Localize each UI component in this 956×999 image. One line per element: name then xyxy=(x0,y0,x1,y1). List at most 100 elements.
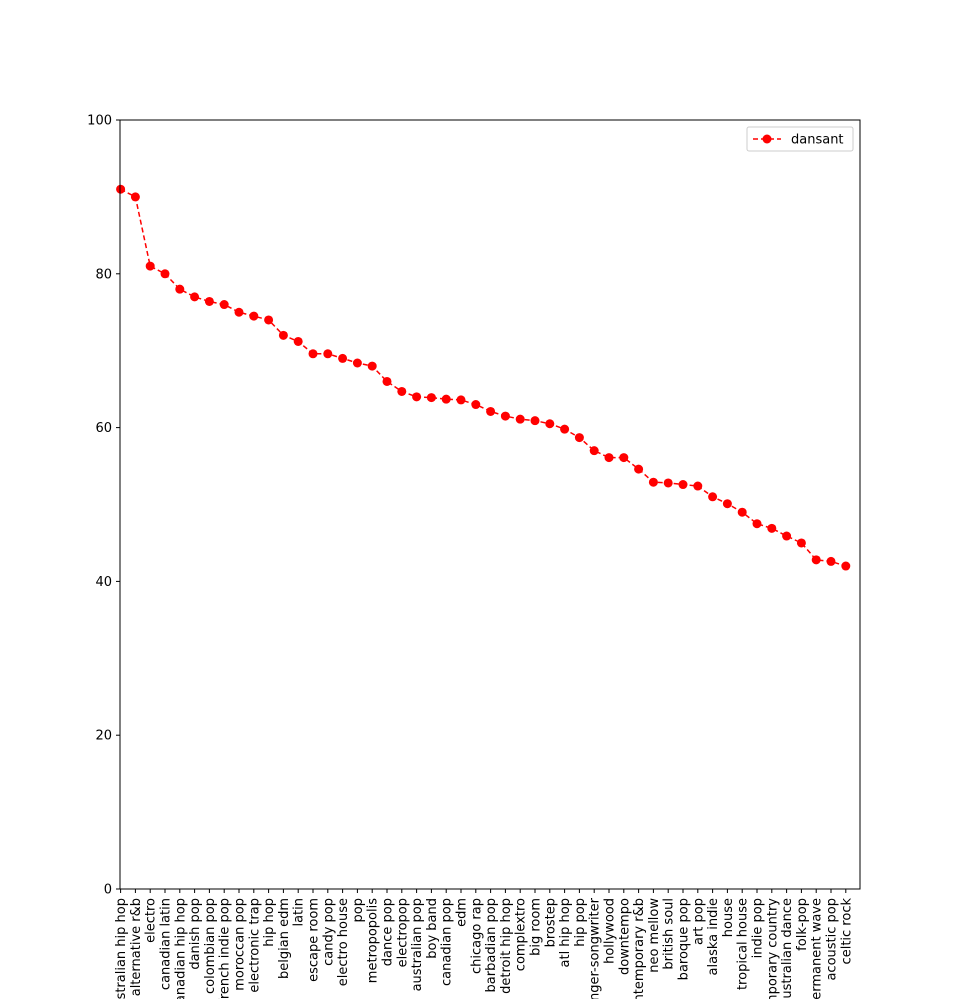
x-tick-label: hip hop xyxy=(262,898,277,947)
x-tick-label: canadian latin xyxy=(159,898,174,990)
data-point xyxy=(219,300,229,310)
x-tick-label: house xyxy=(721,898,736,937)
x-tick-label: canadian pop xyxy=(440,898,455,986)
data-point xyxy=(796,538,806,548)
data-point xyxy=(722,499,732,509)
x-tick-label: tropical house xyxy=(736,898,751,990)
data-point xyxy=(515,414,525,424)
data-point xyxy=(190,292,200,302)
data-point xyxy=(308,349,318,359)
data-point xyxy=(752,519,762,529)
data-point xyxy=(264,315,274,325)
x-tick-label: french indie pop xyxy=(218,898,233,999)
data-point xyxy=(249,311,259,321)
x-tick-label: chicago rap xyxy=(469,898,484,974)
data-point xyxy=(204,296,214,306)
y-tick-label: 20 xyxy=(95,729,112,744)
x-tick-label: electro house xyxy=(336,898,351,986)
data-point xyxy=(367,361,377,371)
y-tick-label: 40 xyxy=(95,575,112,590)
x-tick-label: folk-pop xyxy=(795,898,810,951)
x-tick-label: indie pop xyxy=(751,898,766,958)
data-point xyxy=(604,453,614,463)
plot-frame xyxy=(119,119,861,890)
data-point xyxy=(560,424,570,434)
x-tick-label: colombian pop xyxy=(203,898,218,994)
x-tick-label: permanent wave xyxy=(810,898,825,999)
data-point xyxy=(486,406,496,416)
x-tick-label: baroque pop xyxy=(677,898,692,980)
legend-box xyxy=(746,126,854,152)
y-tick-label: 60 xyxy=(95,421,112,436)
data-point xyxy=(619,453,629,463)
x-tick-label: alaska indie xyxy=(706,898,721,975)
data-point xyxy=(382,376,392,386)
x-tick-label: australian pop xyxy=(410,898,425,991)
x-tick-label: dance pop xyxy=(381,898,396,966)
data-point xyxy=(145,261,155,271)
data-point xyxy=(574,433,584,443)
data-point xyxy=(412,392,422,402)
x-tick-label: moroccan pop xyxy=(233,898,248,991)
data-point xyxy=(545,419,555,429)
x-tick-label: art pop xyxy=(691,898,706,945)
data-point xyxy=(693,481,703,491)
data-point xyxy=(530,416,540,426)
x-tick-label: edm xyxy=(455,898,470,927)
data-point xyxy=(338,353,348,363)
legend-dot-marker xyxy=(762,134,772,144)
x-tick-label: hollywood xyxy=(603,898,618,964)
data-point xyxy=(130,192,140,202)
data-point xyxy=(737,507,747,517)
x-tick-label: pop xyxy=(351,898,366,922)
data-point xyxy=(352,358,362,368)
legend-label: dansant xyxy=(791,133,844,148)
data-point xyxy=(678,480,688,490)
x-tick-label: alternative r&b xyxy=(129,898,144,996)
x-tick-label: electropop xyxy=(395,898,410,967)
x-tick-label: electronic trap xyxy=(247,898,262,993)
series-line-dansant xyxy=(120,188,847,567)
x-tick-label: escape room xyxy=(307,898,322,982)
x-tick-label: boy band xyxy=(425,898,440,959)
data-point xyxy=(441,394,451,404)
x-tick-label: contemporary r&b xyxy=(632,898,647,999)
data-point xyxy=(841,561,851,571)
data-point xyxy=(116,184,126,194)
x-tick-label: latin xyxy=(292,898,307,927)
x-axis: australian hip hop alternative r&b electro… xyxy=(114,889,854,999)
y-tick-label: 100 xyxy=(87,114,112,129)
x-tick-label: brostep xyxy=(543,898,558,947)
data-point xyxy=(175,284,185,294)
data-point xyxy=(397,386,407,396)
x-tick-label: detroit hip hop xyxy=(499,898,514,994)
data-point xyxy=(500,411,510,421)
data-point xyxy=(648,477,658,487)
x-tick-label: celtic rock xyxy=(839,898,854,965)
data-point xyxy=(323,349,333,359)
x-tick-label: electro xyxy=(144,898,159,943)
data-point xyxy=(456,395,466,405)
x-tick-label: candy pop xyxy=(321,898,336,966)
data-point xyxy=(426,393,436,403)
x-tick-label: metropopolis xyxy=(366,898,381,983)
data-point xyxy=(278,330,288,340)
data-point xyxy=(767,523,777,533)
y-tick-label: 0 xyxy=(104,883,112,898)
data-point xyxy=(471,400,481,410)
x-tick-label: complextro xyxy=(514,898,529,971)
series-layer xyxy=(116,184,851,571)
data-point xyxy=(663,478,673,488)
data-point xyxy=(634,464,644,474)
x-tick-label: hip pop xyxy=(573,898,588,947)
x-tick-label: downtempo xyxy=(617,898,632,975)
x-tick-label: barbadian pop xyxy=(484,898,499,992)
x-tick-label: belgian edm xyxy=(277,898,292,979)
x-tick-label: atl hip hop xyxy=(558,898,573,968)
x-tick-label: danish pop xyxy=(188,898,203,970)
data-point xyxy=(293,336,303,346)
x-tick-label: big room xyxy=(529,898,544,956)
x-tick-label: neo mellow xyxy=(647,898,662,973)
x-tick-label: contemporary country xyxy=(765,898,780,999)
